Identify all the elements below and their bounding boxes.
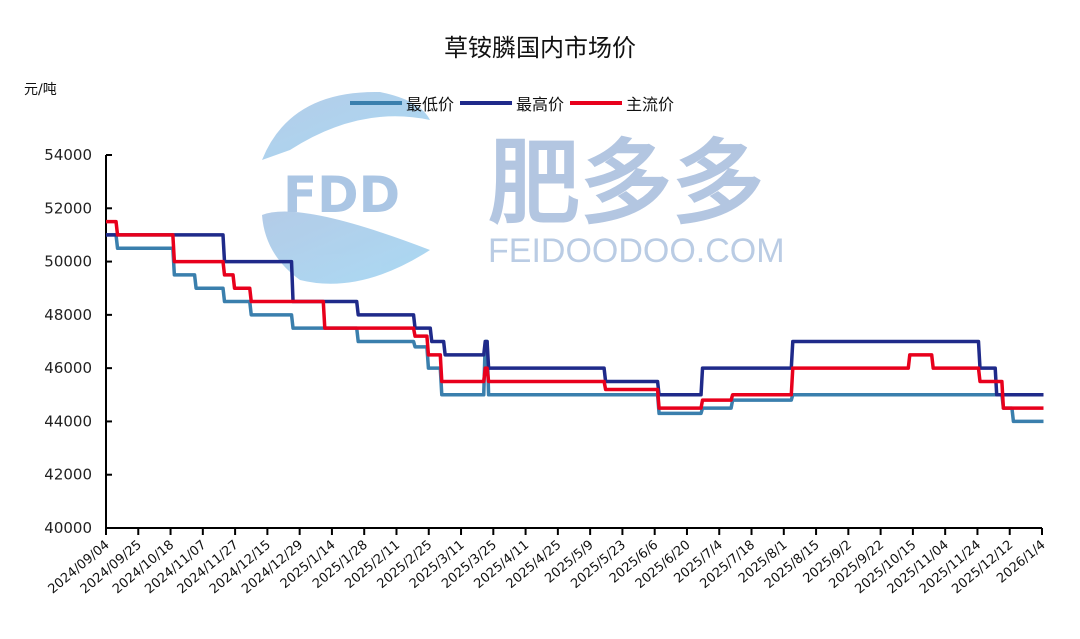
- series-line: [106, 233, 1044, 397]
- y-tick-label: 48000: [44, 306, 92, 324]
- legend-swatch-icon: [460, 101, 513, 105]
- legend-swatch-icon: [570, 101, 623, 105]
- watermark-logo: FDD 肥多多 FEIDOODOO.COM: [262, 91, 785, 284]
- legend-item: 最高价: [460, 91, 564, 115]
- series-line: [106, 219, 1044, 410]
- watermark-fdd-text: FDD: [283, 166, 400, 224]
- legend: 最低价 最高价 主流价: [350, 91, 680, 115]
- chart-title: 草铵膦国内市场价: [444, 34, 636, 62]
- watermark-brand-en: FEIDOODOO.COM: [488, 232, 785, 270]
- y-tick-label: 44000: [44, 412, 92, 430]
- y-axis-unit-label: 元/吨: [24, 82, 57, 98]
- legend-item: 主流价: [570, 91, 674, 115]
- y-tick-label: 42000: [44, 466, 92, 484]
- watermark-brand-cn: 肥多多: [488, 130, 764, 237]
- legend-swatch-icon: [350, 101, 402, 105]
- legend-label: 主流价: [626, 95, 675, 114]
- y-tick-label: 46000: [44, 359, 92, 377]
- series-lines: [106, 219, 1044, 424]
- y-tick-label: 52000: [44, 199, 92, 217]
- y-tick-label: 50000: [44, 253, 92, 271]
- y-tick-label: 40000: [44, 519, 92, 537]
- legend-item: 最低价: [350, 91, 454, 115]
- legend-label: 最低价: [406, 95, 455, 114]
- legend-label: 最高价: [516, 95, 565, 114]
- y-tick-label: 54000: [44, 146, 92, 164]
